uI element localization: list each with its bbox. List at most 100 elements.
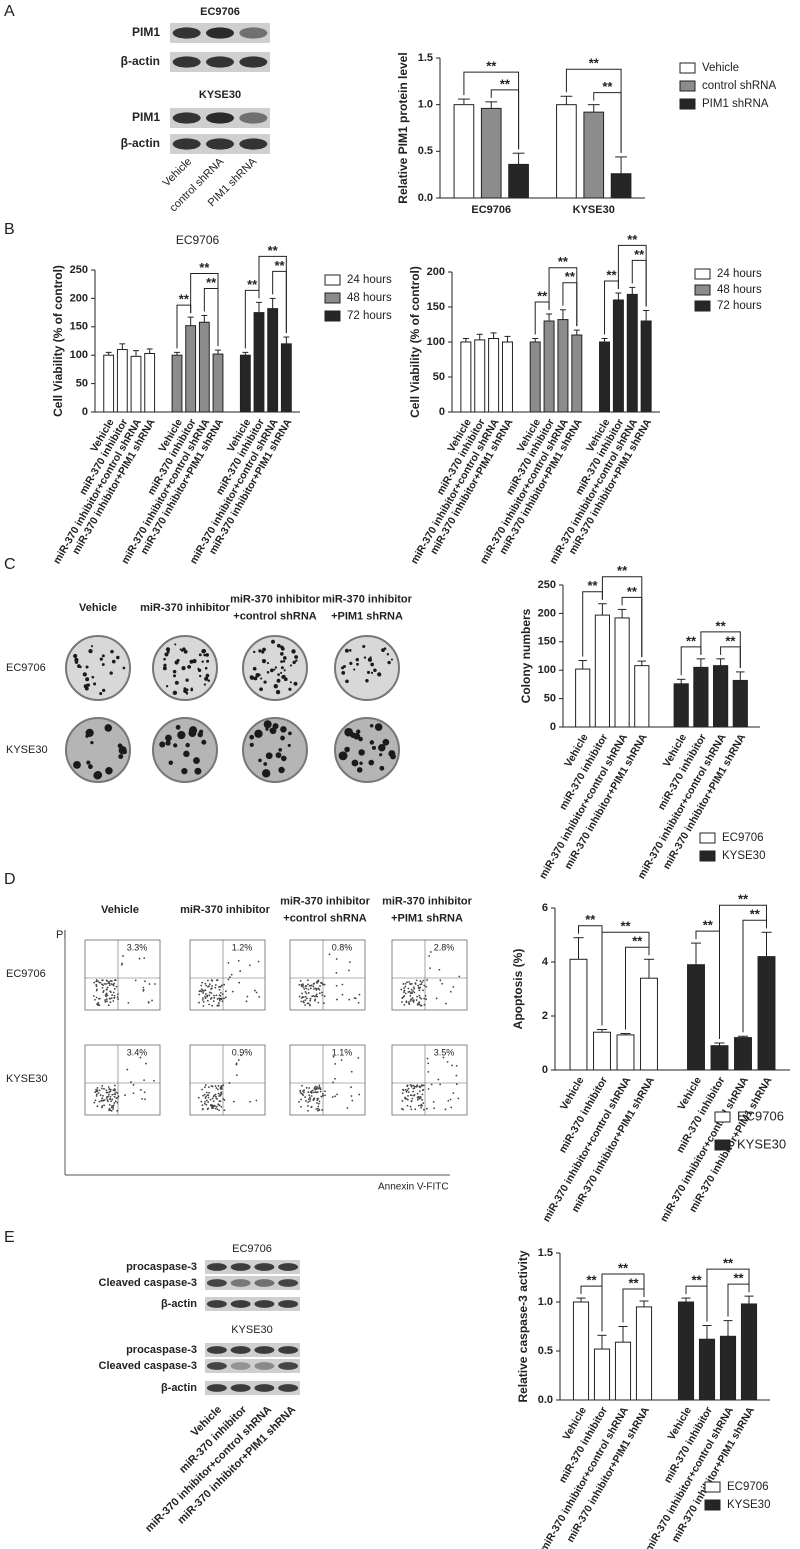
event-dot <box>304 1096 307 1099</box>
event-dot <box>309 1100 311 1103</box>
quadrant-percentage: 3.4% <box>127 1047 148 1057</box>
event-dot <box>202 1005 205 1007</box>
blot-row-label: β-actin <box>161 1298 197 1310</box>
event-dot <box>403 1003 406 1006</box>
significance-label: ** <box>606 267 617 282</box>
colony <box>351 759 359 767</box>
colony <box>201 739 207 745</box>
event-dot <box>109 1109 112 1112</box>
event-dot <box>110 983 113 985</box>
event-dot <box>214 984 217 986</box>
event-dot <box>95 979 98 981</box>
y-tick-label: 100 <box>538 664 556 676</box>
significance-label: ** <box>723 1256 734 1271</box>
bar <box>460 341 472 413</box>
colony <box>165 740 171 746</box>
colony <box>207 679 211 682</box>
colony <box>173 674 176 678</box>
event-dot <box>216 997 219 1000</box>
legend-label: 48 hours <box>347 292 392 304</box>
event-dot <box>403 995 406 997</box>
quadrant-percentage: 1.2% <box>232 942 253 952</box>
colony <box>159 741 166 748</box>
colony <box>386 653 390 656</box>
event-dot <box>109 1098 112 1100</box>
quadrant-percentage: 0.8% <box>332 942 353 952</box>
significance-label: ** <box>206 275 217 290</box>
event-dot <box>116 1092 119 1094</box>
row-label: KYSE30 <box>6 1073 48 1085</box>
event-dot <box>197 1096 200 1099</box>
legend-label: PIM1 shRNA <box>702 98 769 110</box>
bar <box>130 355 142 413</box>
event-dot <box>437 1078 440 1081</box>
event-dot <box>208 983 211 986</box>
event-dot <box>255 991 258 994</box>
legend-swatch <box>694 268 711 280</box>
event-dot <box>205 1091 208 1094</box>
event-dot <box>317 1107 319 1110</box>
event-dot <box>318 1084 321 1087</box>
colony <box>362 645 366 649</box>
event-dot <box>215 1105 218 1108</box>
event-dot <box>103 1104 105 1107</box>
blot-band <box>254 1346 275 1354</box>
event-dot <box>409 1094 412 1096</box>
event-dot <box>116 1109 119 1112</box>
event-dot <box>309 997 312 1000</box>
legend-swatch <box>679 80 696 92</box>
chart-title: EC9706 <box>176 233 220 247</box>
event-dot <box>302 1001 305 1003</box>
colony <box>358 736 363 742</box>
event-dot <box>411 997 414 999</box>
culture-plate <box>65 635 131 701</box>
blot-band <box>206 1263 227 1271</box>
event-dot <box>409 1084 412 1086</box>
event-dot <box>334 1063 337 1065</box>
event-dot <box>132 1084 135 1086</box>
colony <box>162 666 167 671</box>
event-dot <box>414 1085 416 1088</box>
colony <box>201 660 204 663</box>
blot-title: EC9706 <box>200 6 240 18</box>
colony <box>85 677 90 682</box>
event-dot <box>298 995 301 998</box>
legend-swatch <box>324 274 341 286</box>
event-dot <box>218 1109 221 1112</box>
colony <box>382 738 390 746</box>
event-dot <box>209 1098 212 1101</box>
event-dot <box>425 1107 428 1110</box>
bar <box>594 614 610 728</box>
blot-band <box>239 27 268 39</box>
bar <box>474 339 486 413</box>
event-dot <box>410 982 413 985</box>
event-dot <box>218 1104 221 1107</box>
significance-bracket <box>727 1283 750 1317</box>
colony <box>203 653 207 657</box>
colony <box>274 666 278 669</box>
blot-row-label: Cleaved caspase-3 <box>99 1277 197 1289</box>
event-dot <box>317 980 320 983</box>
event-dot <box>341 983 344 986</box>
event-dot <box>322 1094 325 1097</box>
event-dot <box>93 981 96 984</box>
significance-bracket <box>621 596 643 658</box>
culture-plate <box>65 717 131 783</box>
event-dot <box>200 990 203 993</box>
event-dot <box>320 981 322 984</box>
event-dot <box>423 1003 426 1006</box>
event-dot <box>304 999 307 1002</box>
event-dot <box>210 979 213 981</box>
legend-label: EC9706 <box>737 1108 784 1123</box>
colony <box>109 671 113 675</box>
event-dot <box>358 993 361 996</box>
event-dot <box>218 994 221 997</box>
significance-label: ** <box>602 79 613 94</box>
event-dot <box>254 989 256 992</box>
event-dot <box>97 1001 100 1004</box>
event-dot <box>216 1088 219 1091</box>
colony <box>283 677 288 682</box>
event-dot <box>446 1060 449 1063</box>
event-dot <box>207 1086 210 1089</box>
event-dot <box>410 1100 413 1102</box>
